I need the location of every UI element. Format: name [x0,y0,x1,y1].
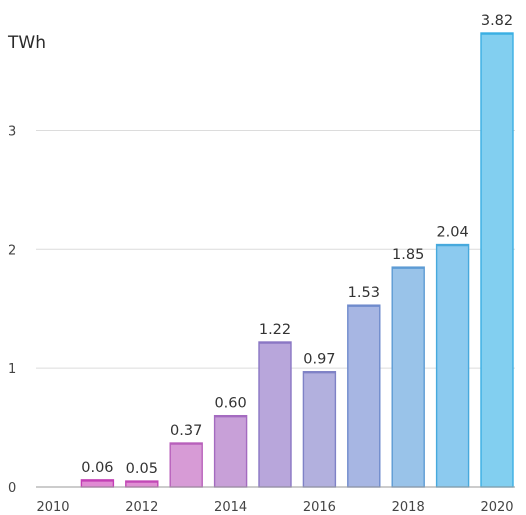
value-label-2012: 0.05 [126,461,158,477]
x-tick-label-2012: 2012 [125,500,158,515]
y-tick-label-1: 1 [8,362,16,377]
bar-2020 [480,32,514,488]
value-label-2011: 0.06 [81,460,113,476]
bar-2014 [213,414,248,488]
value-label-2020: 3.82 [481,13,513,29]
bar-2019 [435,243,470,488]
value-label-2016: 0.97 [303,352,335,368]
y-tick-label-3: 3 [8,124,16,139]
bar-2018 [391,266,425,488]
value-label-2019: 2.04 [436,225,468,241]
x-tick-label-2010: 2010 [36,500,69,515]
y-tick-label-2: 2 [8,243,16,258]
value-labels: 0.06 0.05 0.37 0.60 1.22 0.97 1.53 1.85 2.04 3.82 [81,13,513,477]
x-tick-label-2014: 2014 [214,500,247,515]
y-axis-unit-label: TWh [7,33,46,53]
bars [80,32,514,488]
bar-2013 [169,442,203,488]
x-tick-label-2020: 2020 [480,500,513,515]
bar-2015 [258,341,292,488]
x-tick-label-2018: 2018 [392,500,425,515]
axes: 0 1 2 3 2010 2012 2014 2016 2018 2020 [8,124,515,515]
bar-2017 [347,304,381,488]
bar-2016 [302,371,337,488]
y-tick-label-0: 0 [8,481,16,496]
value-label-2015: 1.22 [259,322,291,338]
value-label-2014: 0.60 [214,396,246,412]
value-label-2018: 1.85 [392,247,424,263]
value-label-2017: 1.53 [348,285,380,301]
x-tick-label-2016: 2016 [303,500,336,515]
value-label-2013: 0.37 [170,423,202,439]
